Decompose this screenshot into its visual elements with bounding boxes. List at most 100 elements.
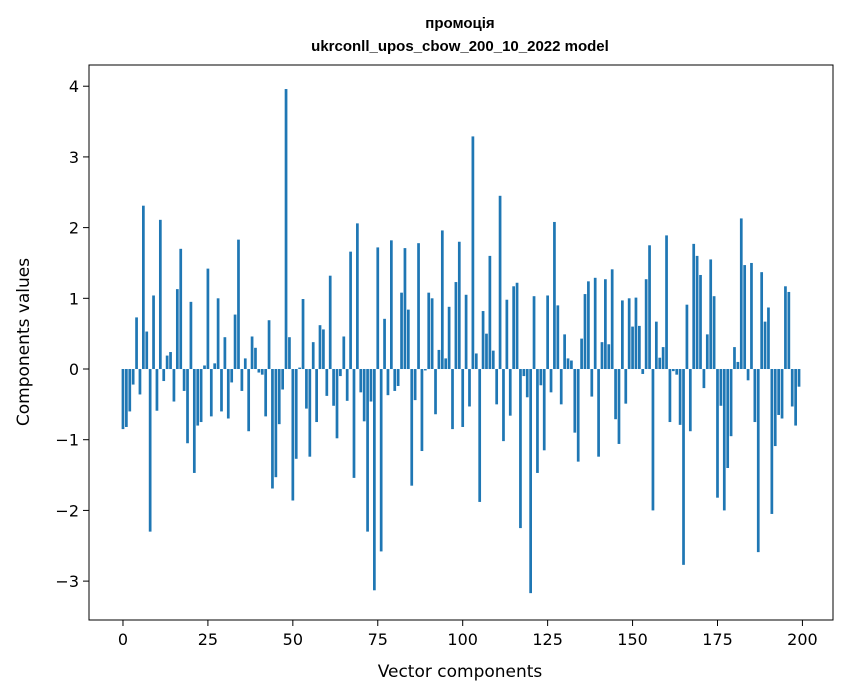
- bar: [739, 218, 743, 370]
- bar: [427, 292, 431, 370]
- bar: [505, 299, 509, 370]
- bar: [495, 369, 499, 405]
- bar: [481, 311, 485, 370]
- bar: [403, 248, 407, 370]
- bar: [542, 369, 546, 451]
- bar: [726, 369, 730, 468]
- bar: [189, 301, 193, 370]
- y-tick-label: −1: [55, 431, 79, 450]
- bar: [699, 274, 702, 370]
- bar: [240, 369, 244, 391]
- bar: [311, 342, 315, 370]
- bar: [712, 296, 716, 370]
- bar: [315, 369, 318, 423]
- bar: [369, 369, 373, 402]
- y-tick-label: 3: [69, 148, 79, 167]
- bar: [753, 369, 757, 423]
- bar: [661, 347, 665, 370]
- bar: [165, 355, 169, 370]
- bar: [600, 342, 604, 370]
- y-tick-label: 4: [69, 77, 79, 96]
- bar: [457, 241, 461, 370]
- bar: [607, 344, 611, 370]
- bar: [587, 281, 590, 370]
- bar: [267, 320, 271, 370]
- bar: [485, 333, 488, 370]
- x-tick-label: 25: [198, 630, 218, 649]
- bar: [773, 369, 777, 447]
- bar: [688, 369, 692, 432]
- bar: [162, 369, 166, 382]
- bar: [322, 329, 325, 370]
- bar: [379, 369, 383, 552]
- bar: [345, 369, 349, 401]
- bar: [121, 369, 125, 430]
- bar: [536, 369, 539, 473]
- bar: [260, 369, 264, 375]
- bar: [131, 369, 135, 385]
- bar: [631, 326, 634, 370]
- bar: [790, 369, 794, 407]
- bar: [583, 294, 587, 370]
- bar: [373, 369, 376, 591]
- bar: [702, 369, 706, 389]
- bar: [743, 265, 747, 370]
- bar: [719, 369, 723, 406]
- bar: [274, 369, 278, 478]
- bar: [155, 369, 159, 411]
- x-tick-label: 125: [532, 630, 563, 649]
- bar: [243, 358, 247, 370]
- bar: [566, 358, 570, 370]
- bar: [736, 361, 740, 370]
- bar: [797, 369, 801, 387]
- bar: [247, 369, 251, 432]
- bar: [230, 369, 234, 383]
- bar: [175, 289, 179, 370]
- bar: [756, 369, 760, 553]
- bar: [722, 369, 726, 511]
- bar: [464, 294, 468, 370]
- bar: [576, 369, 580, 462]
- bar: [474, 353, 478, 370]
- bar: [654, 321, 658, 370]
- bar: [362, 369, 366, 422]
- bar: [512, 286, 516, 370]
- bar: [763, 321, 767, 370]
- bar: [638, 325, 641, 370]
- bar: [770, 369, 774, 514]
- bar: [352, 369, 356, 478]
- bar: [420, 369, 424, 452]
- bar: [716, 369, 719, 498]
- bar: [264, 369, 268, 417]
- y-axis-label: Components values: [14, 258, 34, 426]
- bar: [318, 325, 322, 370]
- bar: [305, 369, 308, 409]
- bar: [682, 369, 685, 565]
- y-axis-ticks: −3 −2 −1 0 1 2 3 4: [55, 77, 89, 591]
- bar: [128, 369, 132, 412]
- bar: [665, 235, 668, 370]
- bar: [733, 347, 736, 370]
- bar: [390, 240, 393, 370]
- x-tick-label: 50: [283, 630, 303, 649]
- bar: [651, 369, 655, 511]
- bar: [522, 369, 526, 377]
- bar: [148, 369, 152, 532]
- bar: [393, 369, 397, 391]
- bar: [447, 306, 451, 370]
- bar: [573, 369, 577, 433]
- bar: [125, 369, 128, 427]
- bar: [515, 282, 519, 370]
- bar-series: [121, 89, 801, 594]
- bar: [291, 369, 295, 501]
- bar: [624, 369, 628, 404]
- bar: [614, 369, 617, 420]
- bar: [172, 369, 176, 402]
- bar: [529, 369, 532, 594]
- chart-title-line2: ukrconll_upos_cbow_200_10_2022 model: [311, 38, 609, 55]
- bar: [784, 286, 787, 370]
- bar: [226, 369, 230, 419]
- bar: [502, 369, 505, 442]
- x-tick-label: 100: [447, 630, 478, 649]
